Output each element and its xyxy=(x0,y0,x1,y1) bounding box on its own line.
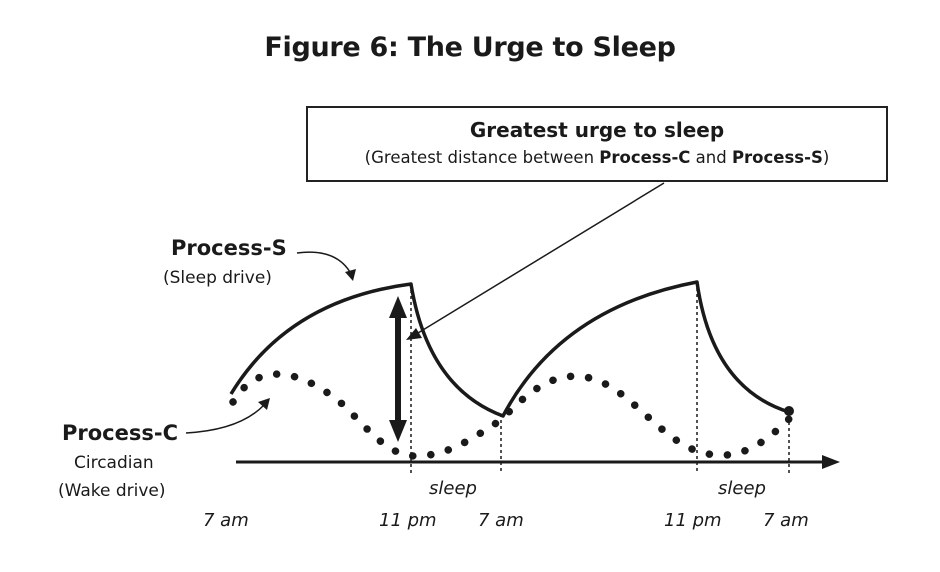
time-label-7am-3: 7 am xyxy=(763,510,809,531)
process-c-description-2: (Wake drive) xyxy=(58,481,166,501)
time-label-7am-2: 7 am xyxy=(478,510,524,531)
sleep-label-1: sleep xyxy=(429,478,477,499)
time-label-11pm-2: 11 pm xyxy=(664,510,722,531)
callout-box: Greatest urge to sleep (Greatest distanc… xyxy=(306,106,888,182)
sleep-label-2: sleep xyxy=(718,478,766,499)
process-c-description-1: Circadian xyxy=(74,453,154,473)
process-c-leader xyxy=(185,404,265,434)
callout-title: Greatest urge to sleep xyxy=(469,118,725,142)
callout-pointer-arrowhead xyxy=(406,328,422,340)
time-label-11pm-1: 11 pm xyxy=(379,510,437,531)
time-axis-arrowhead xyxy=(822,455,840,469)
process-s-leader-arrowhead xyxy=(345,269,356,281)
callout-subtitle: (Greatest distance between Process-C and… xyxy=(308,148,886,167)
process-s-leader xyxy=(296,251,351,273)
callout-sub-suffix: ) xyxy=(822,148,830,167)
process-c-curve xyxy=(229,370,794,460)
distance-arrow-bottom xyxy=(389,420,407,442)
callout-pointer-line xyxy=(417,182,665,334)
figure-title: Figure 6: The Urge to Sleep xyxy=(264,32,676,63)
process-s-end-dot xyxy=(784,406,794,416)
process-c-leader-arrowhead xyxy=(258,398,270,410)
distance-arrow-top xyxy=(389,296,407,318)
callout-sub-and: and xyxy=(690,148,732,167)
process-s-curve xyxy=(229,280,790,418)
time-label-7am-1: 7 am xyxy=(203,510,249,531)
callout-process-s: Process-S xyxy=(731,148,823,167)
callout-process-c: Process-C xyxy=(599,148,691,167)
process-s-description: (Sleep drive) xyxy=(163,268,272,288)
process-c-label: Process-C xyxy=(62,421,178,445)
callout-sub-prefix: (Greatest distance between xyxy=(364,148,600,167)
process-s-label: Process-S xyxy=(171,236,287,260)
time-markers xyxy=(410,282,790,474)
